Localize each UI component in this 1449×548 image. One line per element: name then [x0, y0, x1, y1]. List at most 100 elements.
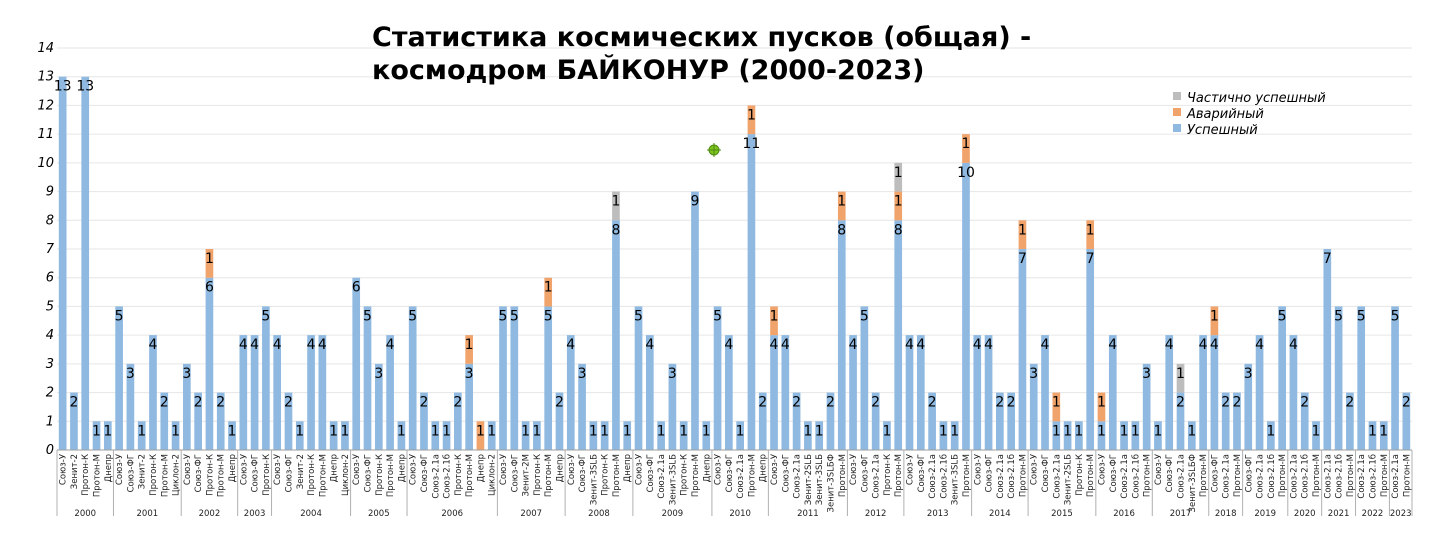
data-label: 1 [747, 107, 756, 123]
bar-success [431, 421, 440, 450]
data-label: 4 [984, 337, 993, 353]
data-label: 10 [957, 165, 975, 181]
bar-success [533, 421, 541, 450]
data-label: 1 [894, 165, 903, 181]
data-label: 2 [284, 395, 293, 411]
data-label: 1 [442, 423, 451, 439]
bar-success [352, 277, 361, 450]
bar-success [273, 335, 282, 450]
category-label: Союз-2.1а [1256, 454, 1266, 499]
data-label: 5 [1334, 308, 1343, 324]
bar-success [1300, 392, 1309, 450]
year-label: 2001 [137, 509, 159, 519]
bar-success [1312, 421, 1320, 450]
bar-success [1052, 421, 1061, 450]
year-label: 2000 [74, 509, 96, 519]
year-label: 2002 [199, 509, 221, 519]
category-label: Союз-У [59, 453, 69, 485]
category-label: Протон-М [1086, 454, 1096, 497]
bar-success [544, 306, 553, 450]
category-label: Циклон-2 [341, 454, 351, 496]
y-tick-label: 7 [46, 242, 55, 257]
bar-success [284, 392, 293, 450]
data-label: 4 [250, 337, 259, 353]
category-label: Зенит-3SLБ [589, 454, 599, 505]
data-label: 4 [318, 337, 327, 353]
bar-success [566, 335, 575, 450]
bar-success [183, 363, 191, 450]
category-label: Союз-ФГ [578, 454, 588, 492]
y-tick-label: 13 [37, 70, 54, 85]
bar-success [1221, 392, 1230, 450]
data-label: 1 [1086, 222, 1095, 238]
bar-failure [770, 306, 778, 336]
bar-success [950, 421, 959, 450]
bar-success [126, 363, 135, 450]
bar-success [1097, 421, 1106, 450]
category-label: Союз-2.1а [1323, 454, 1333, 499]
data-label: 2 [1221, 395, 1230, 411]
bar-success [1199, 335, 1207, 450]
bar-success [160, 392, 169, 450]
data-label: 2 [1176, 395, 1185, 411]
bar-success [770, 335, 778, 450]
data-label: 1 [679, 423, 688, 439]
bar-success [894, 220, 903, 450]
category-label: Союз-2.1б [1267, 454, 1277, 499]
category-label: Днепр [623, 454, 633, 482]
data-label: 3 [465, 366, 474, 382]
bar-success [137, 421, 146, 450]
data-label: 1 [1153, 423, 1162, 439]
bar-success [612, 220, 620, 450]
category-label: Протон-К [375, 454, 385, 496]
category-label: Протон-К [307, 454, 317, 496]
category-label: Протон-М [217, 454, 227, 497]
bar-failure [1086, 220, 1095, 249]
data-label: 1 [1097, 395, 1106, 411]
data-label: 1 [1131, 423, 1140, 439]
data-label: 2 [792, 395, 801, 411]
data-label: 1 [431, 423, 440, 439]
bar-success [454, 392, 462, 450]
year-label: 2018 [1215, 509, 1237, 519]
category-label: Днепр [397, 454, 407, 482]
category-label: Зенит-2SLБ [804, 454, 814, 505]
bar-success [521, 421, 530, 450]
category-label: Зенит-2М [522, 454, 532, 497]
data-label: 2 [1300, 395, 1309, 411]
category-label: Союз-2.1б [443, 454, 453, 499]
year-label: 2005 [368, 509, 390, 519]
category-label: Протон-М [612, 454, 622, 497]
data-label: 4 [645, 337, 654, 353]
data-label: 1 [397, 423, 406, 439]
data-label: 1 [476, 423, 485, 439]
category-label: Союз-У [352, 453, 362, 485]
y-tick-label: 2 [46, 386, 54, 401]
data-label: 5 [1278, 308, 1287, 324]
category-label: Протон-М [1402, 454, 1412, 497]
bar-success [465, 363, 473, 450]
year-label: 2015 [1051, 509, 1073, 519]
bar-success [386, 335, 394, 450]
category-label: Союз-2.1б [1335, 454, 1345, 499]
category-label: Союз-ФГ [1109, 454, 1119, 492]
data-label: 13 [54, 79, 72, 95]
bar-success [1289, 335, 1298, 450]
bar-failure [837, 191, 846, 221]
category-label: Союз-ФГ [1165, 454, 1175, 492]
year-label: 2003 [244, 509, 266, 519]
data-label: 2 [1402, 395, 1411, 411]
bar-success [792, 392, 801, 450]
data-label: 5 [408, 308, 417, 324]
data-label: 9 [691, 194, 700, 210]
data-label: 5 [544, 308, 553, 324]
data-label: 2 [420, 395, 429, 411]
bar-success [679, 421, 688, 450]
bar-success [205, 277, 214, 450]
category-label: Протон-М [747, 454, 757, 497]
category-label: Протон-М [691, 454, 701, 497]
data-label: 4 [149, 337, 158, 353]
bar-success [1278, 306, 1286, 450]
data-label: 1 [1052, 423, 1061, 439]
bar-success [600, 421, 609, 450]
